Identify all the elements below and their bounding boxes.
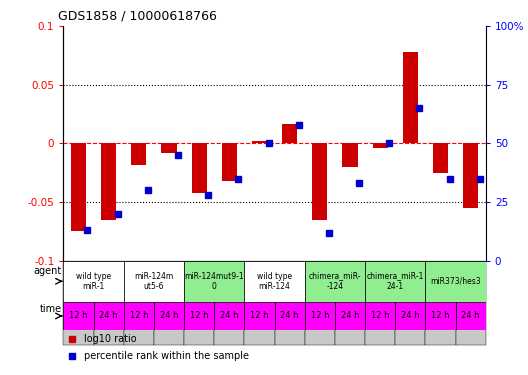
Text: 24 h: 24 h [341,311,359,320]
Text: 12 h: 12 h [250,311,269,320]
Bar [282,123,297,144]
FancyBboxPatch shape [305,263,335,345]
Text: 24 h: 24 h [99,311,118,320]
Bar [124,261,184,302]
Text: 12 h: 12 h [129,311,148,320]
Text: wild type
miR-1: wild type miR-1 [76,272,111,291]
Text: 12 h: 12 h [371,311,390,320]
Text: chimera_miR-
-124: chimera_miR- -124 [308,272,361,291]
Bar [131,144,146,165]
Text: 12 h: 12 h [431,311,450,320]
Bar [373,144,388,148]
Bar [426,302,456,330]
FancyBboxPatch shape [365,263,395,345]
Text: 24 h: 24 h [159,311,178,320]
Bar [403,52,418,144]
Text: GDS1858 / 10000618766: GDS1858 / 10000618766 [58,9,217,22]
Bar [433,144,448,173]
Bar [124,302,154,330]
Bar [63,261,124,302]
Bar [335,302,365,330]
Text: 24 h: 24 h [461,311,480,320]
Text: wild type
miR-124: wild type miR-124 [257,272,292,291]
Text: time: time [40,304,62,314]
Text: agent: agent [34,266,62,276]
Bar [162,144,176,153]
Bar [154,302,184,330]
Text: percentile rank within the sample: percentile rank within the sample [84,351,250,361]
Bar [312,144,327,220]
Bar [305,302,335,330]
Bar [252,141,267,144]
Text: miR-124m
ut5-6: miR-124m ut5-6 [134,272,174,291]
Bar [244,302,275,330]
FancyBboxPatch shape [395,263,426,345]
Bar [184,261,244,302]
FancyBboxPatch shape [63,263,93,345]
Text: 12 h: 12 h [69,311,88,320]
Bar [456,302,486,330]
Text: 24 h: 24 h [280,311,299,320]
Bar [101,144,116,220]
Text: 12 h: 12 h [310,311,329,320]
FancyBboxPatch shape [335,263,365,345]
FancyBboxPatch shape [456,263,486,345]
Text: chimera_miR-1
24-1: chimera_miR-1 24-1 [366,272,424,291]
Text: miR373/hes3: miR373/hes3 [430,277,481,286]
Text: 24 h: 24 h [220,311,239,320]
Text: log10 ratio: log10 ratio [84,334,137,344]
Bar [71,144,86,231]
Text: miR-124mut9-1
0: miR-124mut9-1 0 [184,272,244,291]
Bar [426,261,486,302]
FancyBboxPatch shape [154,263,184,345]
Bar [395,302,426,330]
Bar [184,302,214,330]
FancyBboxPatch shape [244,263,275,345]
FancyBboxPatch shape [426,263,456,345]
Bar [214,302,244,330]
Bar [463,144,478,208]
Text: 24 h: 24 h [401,311,420,320]
FancyBboxPatch shape [184,263,214,345]
Bar [222,144,237,181]
Bar [365,302,395,330]
FancyBboxPatch shape [214,263,244,345]
Text: 12 h: 12 h [190,311,209,320]
Bar [275,302,305,330]
Bar [192,144,206,193]
FancyBboxPatch shape [93,263,124,345]
Bar [93,302,124,330]
Bar [63,302,93,330]
Bar [305,261,365,302]
Bar [244,261,305,302]
FancyBboxPatch shape [124,263,154,345]
Bar [365,261,426,302]
FancyBboxPatch shape [275,263,305,345]
Bar [343,144,357,167]
